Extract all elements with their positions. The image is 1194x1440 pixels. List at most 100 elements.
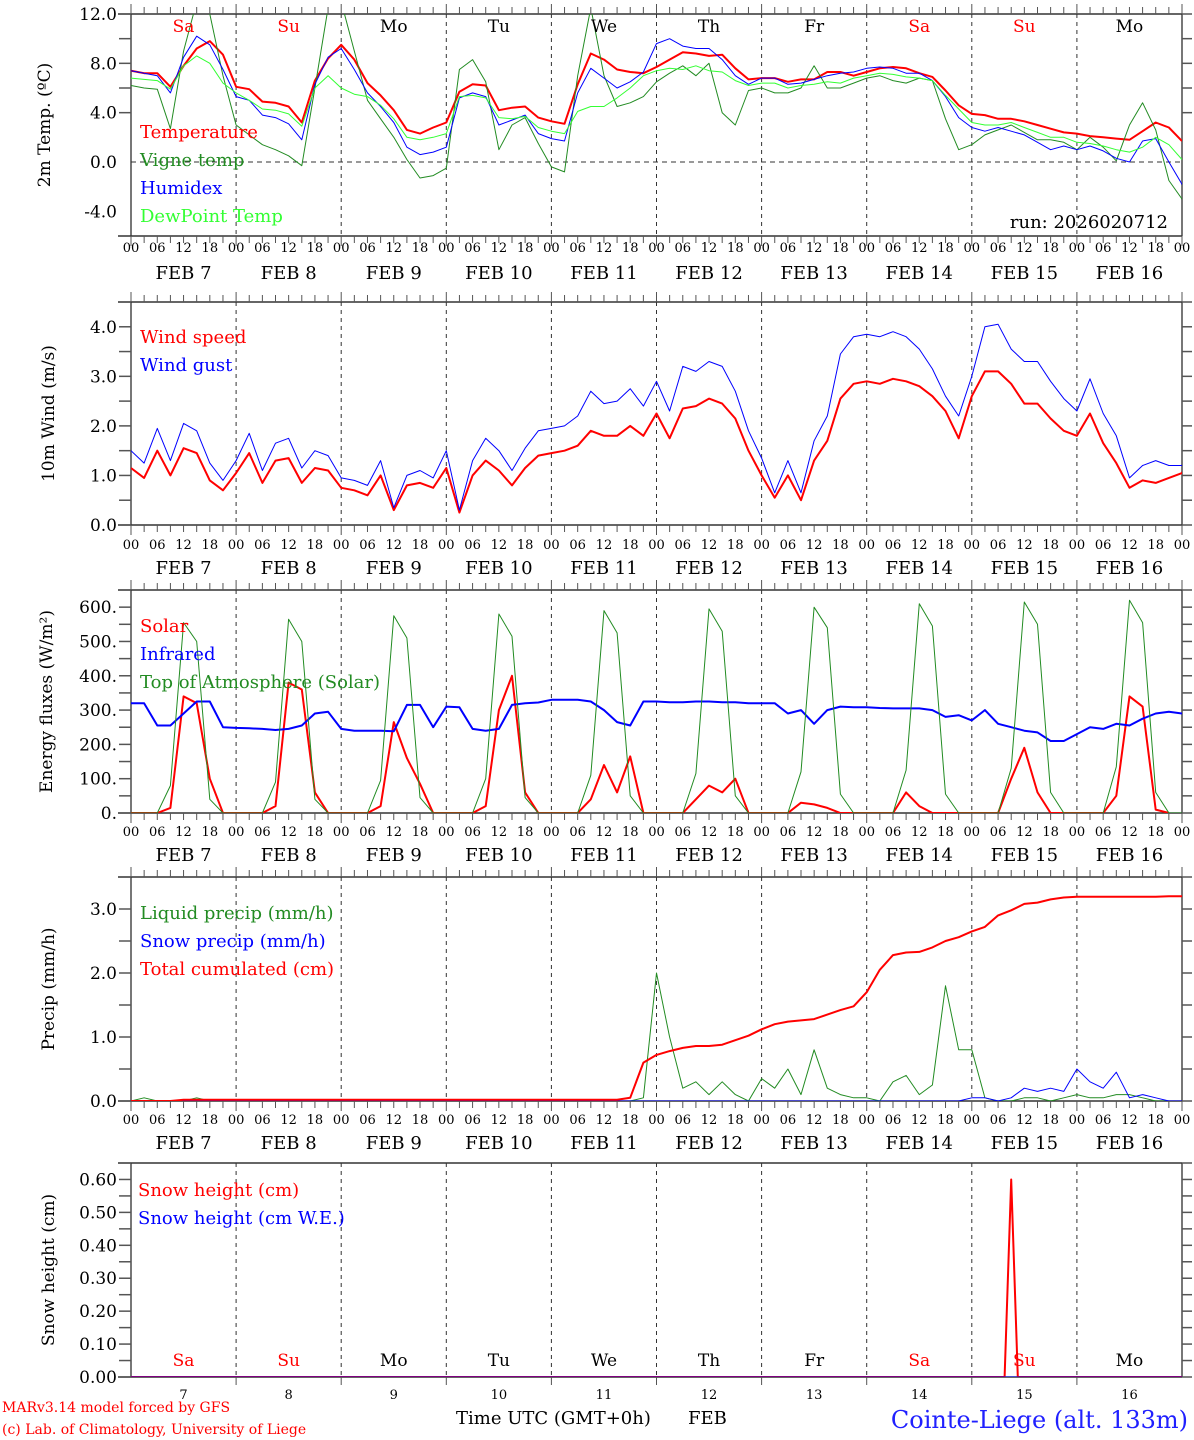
y-tick-label: 0.: [101, 804, 117, 824]
x-hour-label: 12: [806, 538, 823, 553]
x-hour-label: 18: [622, 538, 639, 553]
x-hour-label: 00: [543, 825, 560, 840]
x-hour-label: 06: [990, 1113, 1007, 1128]
x-date-label: FEB 9: [366, 263, 422, 284]
y-tick-label: 4.0: [90, 104, 117, 124]
x-hour-label: 00: [228, 241, 245, 256]
x-hour-label: 00: [858, 1113, 875, 1128]
x-hour-label: 06: [149, 1113, 166, 1128]
x-hour-label: 06: [1095, 825, 1112, 840]
series-line-wind-speed: [131, 370, 1182, 514]
x-date-label: FEB 14: [886, 1133, 953, 1154]
x-date-label: FEB 12: [675, 845, 742, 866]
x-hour-label: 12: [596, 1113, 613, 1128]
x-hour-label: 00: [228, 825, 245, 840]
x-date-label: FEB 9: [366, 558, 422, 579]
y-axis-title: 2m Temp. (ºC): [35, 63, 55, 188]
day-of-week-label: Fr: [804, 1351, 825, 1371]
x-date-label: FEB 15: [991, 1133, 1058, 1154]
x-hour-label: 18: [1042, 538, 1059, 553]
x-hour-label: 12: [806, 1113, 823, 1128]
x-hour-label: 18: [937, 538, 954, 553]
x-hour-label: 06: [675, 241, 692, 256]
series-line-wind-gust: [131, 323, 1182, 511]
x-hour-label: 06: [254, 241, 271, 256]
x-hour-label: 18: [517, 1113, 534, 1128]
legend-entry: Vigne temp: [139, 150, 244, 171]
series-line-solar: [131, 674, 1170, 813]
legend-entry: Temperature: [140, 122, 258, 143]
x-hour-label: 00: [964, 241, 981, 256]
x-hour-label: 00: [858, 538, 875, 553]
x-date-label: FEB 7: [156, 1133, 212, 1154]
x-hour-label: 06: [990, 825, 1007, 840]
x-hour-label: 18: [832, 1113, 849, 1128]
panel-wind: [118, 292, 1192, 535]
y-tick-label: 100.: [79, 770, 117, 790]
day-of-week-label: Tu: [488, 1351, 510, 1371]
legend-entry: Wind gust: [140, 355, 233, 376]
x-hour-label: 06: [990, 241, 1007, 256]
x-hour-label: 12: [280, 1113, 297, 1128]
x-hour-label: 18: [832, 241, 849, 256]
x-hour-label: 06: [149, 825, 166, 840]
x-hour-label: 12: [911, 1113, 928, 1128]
x-hour-label: 12: [491, 538, 508, 553]
x-hour-label: 18: [307, 241, 324, 256]
panel-snow: [118, 1162, 1192, 1385]
x-hour-label: 06: [254, 1113, 271, 1128]
x-hour-label: 18: [412, 825, 429, 840]
series-line-infrared: [131, 698, 1182, 742]
y-tick-label: 1.0: [90, 1028, 117, 1048]
x-hour-label: 12: [1121, 241, 1138, 256]
x-hour-label: 12: [1121, 825, 1138, 840]
x-hour-label: 06: [885, 825, 902, 840]
legend-entry: Top of Atmosphere (Solar): [140, 672, 380, 693]
x-hour-label: 18: [1147, 825, 1164, 840]
x-hour-label: 12: [175, 825, 192, 840]
x-hour-label: 18: [727, 241, 744, 256]
x-hour-label: 00: [753, 538, 770, 553]
x-hour-label: 00: [648, 241, 665, 256]
x-hour-label: 00: [123, 1113, 140, 1128]
x-hour-label: 00: [1174, 538, 1191, 553]
x-date-label: FEB 12: [675, 1133, 742, 1154]
x-hour-label: 06: [569, 538, 586, 553]
day-of-week-label: Mo: [380, 1351, 408, 1371]
x-hour-label: 06: [359, 1113, 376, 1128]
x-hour-label: 18: [937, 241, 954, 256]
x-hour-label: 18: [202, 825, 219, 840]
x-hour-label: 06: [675, 1113, 692, 1128]
series-line-snow-height-cm: [131, 1178, 1182, 1377]
y-tick-label: 0.60: [79, 1170, 117, 1190]
x-hour-label: 12: [806, 825, 823, 840]
x-hour-label: 18: [622, 825, 639, 840]
x-date-label: FEB 8: [261, 1133, 317, 1154]
x-hour-label: 06: [464, 538, 481, 553]
x-hour-label: 12: [1016, 241, 1033, 256]
x-day-number: 15: [1016, 1388, 1033, 1403]
x-hour-label: 12: [491, 825, 508, 840]
x-day-number: 13: [806, 1388, 823, 1403]
legend-entry: Total cumulated (cm): [140, 959, 334, 980]
x-day-number: 14: [911, 1388, 928, 1403]
x-hour-label: 00: [753, 1113, 770, 1128]
x-date-label: FEB 12: [675, 558, 742, 579]
x-hour-label: 00: [438, 1113, 455, 1128]
x-hour-label: 06: [780, 825, 797, 840]
panel-energy: [118, 580, 1192, 823]
x-hour-label: 12: [491, 241, 508, 256]
x-hour-label: 06: [1095, 241, 1112, 256]
y-axis-title: Snow height (cm): [39, 1194, 59, 1346]
series-line-temperature: [131, 40, 1182, 142]
y-tick-label: 2.0: [90, 417, 117, 437]
y-tick-label: 12.0: [79, 5, 117, 25]
x-hour-label: 12: [596, 538, 613, 553]
x-hour-label: 00: [964, 538, 981, 553]
y-tick-label: 0.0: [90, 153, 117, 173]
x-hour-label: 18: [1147, 1113, 1164, 1128]
x-hour-label: 18: [517, 538, 534, 553]
x-hour-label: 06: [990, 538, 1007, 553]
y-tick-label: 400.: [79, 667, 117, 687]
x-date-label: FEB 13: [780, 558, 847, 579]
